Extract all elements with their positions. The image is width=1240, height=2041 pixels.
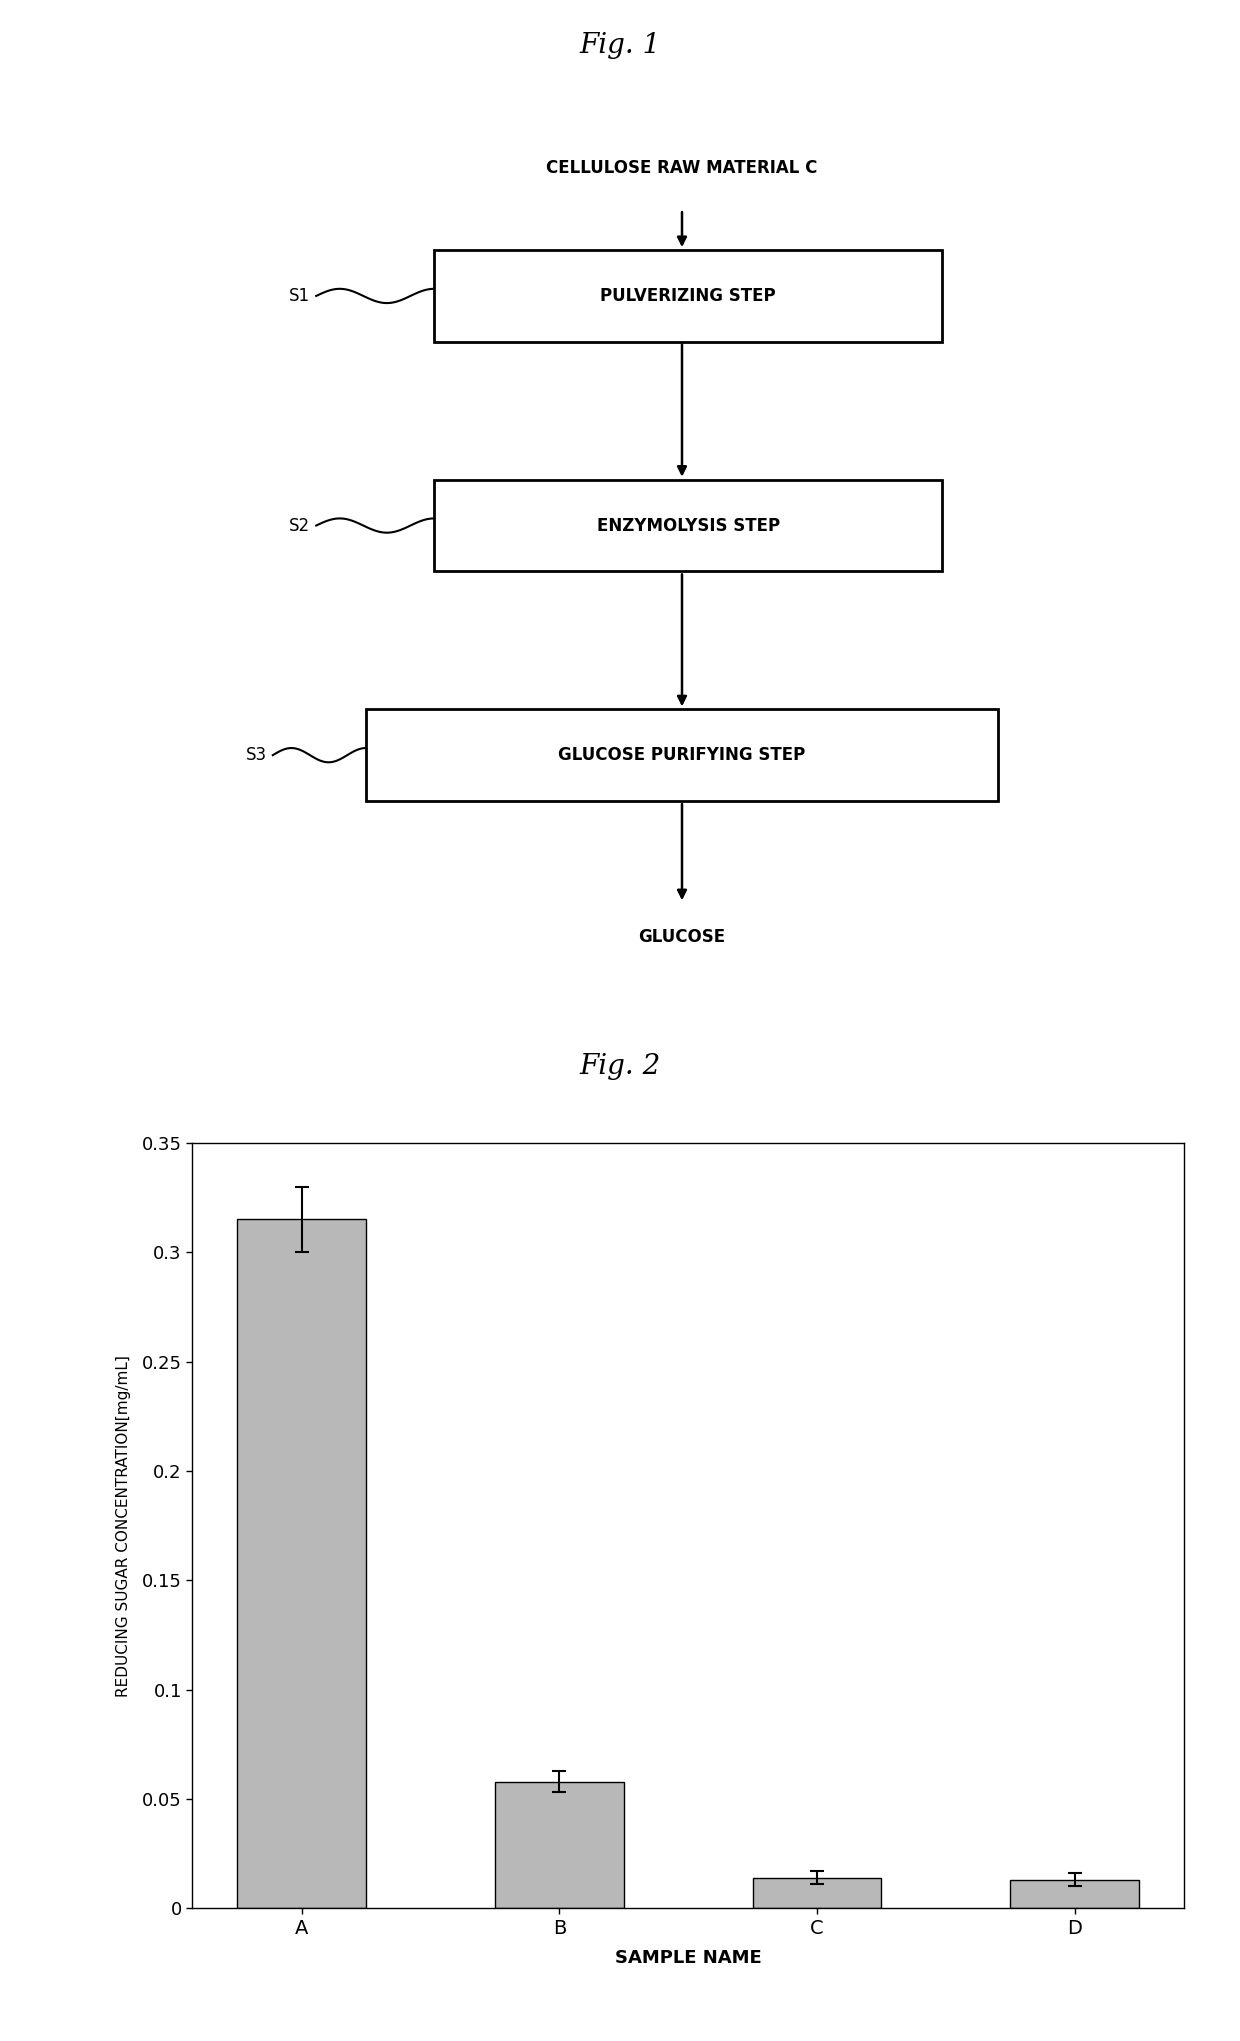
Text: Fig. 1: Fig. 1 [579,33,661,59]
Text: S3: S3 [246,747,267,763]
Text: Fig. 2: Fig. 2 [579,1053,661,1080]
Text: PULVERIZING STEP: PULVERIZING STEP [600,288,776,304]
Bar [1011,1880,1140,1908]
Text: GLUCOSE: GLUCOSE [639,929,725,945]
Text: CELLULOSE RAW MATERIAL C: CELLULOSE RAW MATERIAL C [547,159,817,178]
Text: ENZYMOLYSIS STEP: ENZYMOLYSIS STEP [596,516,780,535]
X-axis label: SAMPLE NAME: SAMPLE NAME [615,1949,761,1968]
Text: S1: S1 [289,288,310,304]
Text: S2: S2 [289,516,310,535]
Bar [434,249,942,341]
Y-axis label: REDUCING SUGAR CONCENTRATION[mg/mL]: REDUCING SUGAR CONCENTRATION[mg/mL] [115,1355,130,1696]
Bar [753,1878,882,1908]
Bar [495,1782,624,1908]
Text: GLUCOSE PURIFYING STEP: GLUCOSE PURIFYING STEP [558,747,806,763]
Bar [366,710,998,800]
Bar [237,1221,366,1908]
Bar [434,480,942,571]
